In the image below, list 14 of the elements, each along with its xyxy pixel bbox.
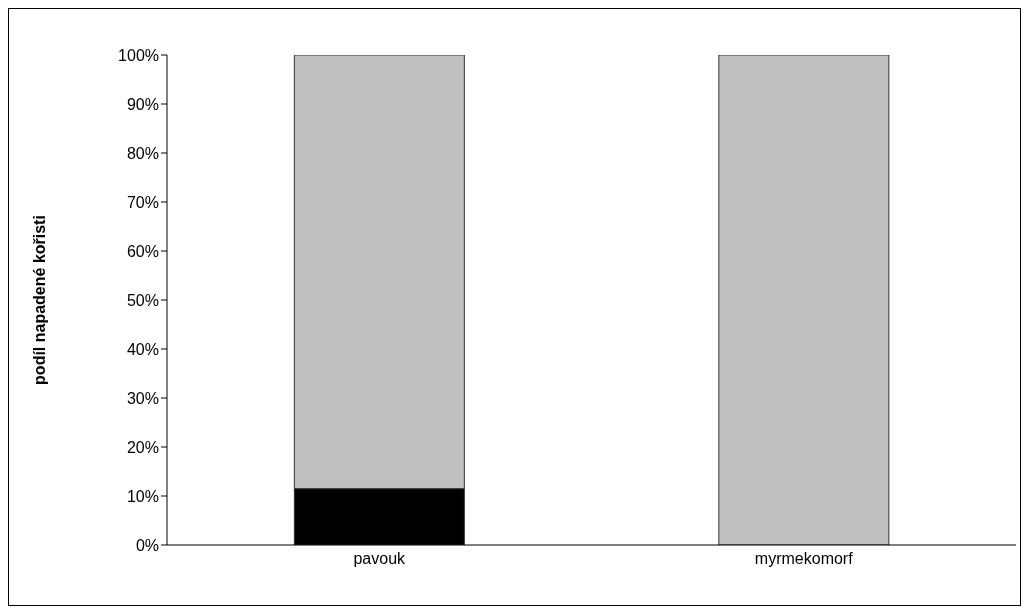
- y-tick-label: 100%: [118, 46, 159, 64]
- y-tick-label: 30%: [126, 389, 159, 407]
- y-tick-label: 60%: [126, 242, 159, 260]
- y-tick-label: 20%: [126, 438, 159, 456]
- y-tick-label: 40%: [126, 340, 159, 358]
- y-tick-label: 50%: [126, 291, 159, 309]
- y-tick-label: 70%: [126, 193, 159, 211]
- y-axis-title: podíl napadené kořisti: [30, 215, 48, 385]
- y-tick-label: 90%: [126, 95, 159, 113]
- x-tick-label: myrmekomorf: [754, 550, 854, 568]
- y-tick-label: 10%: [126, 487, 159, 505]
- y-tick-label: 80%: [126, 144, 159, 162]
- x-tick-label: pavouk: [353, 550, 407, 568]
- y-tick-label: 0%: [135, 536, 159, 554]
